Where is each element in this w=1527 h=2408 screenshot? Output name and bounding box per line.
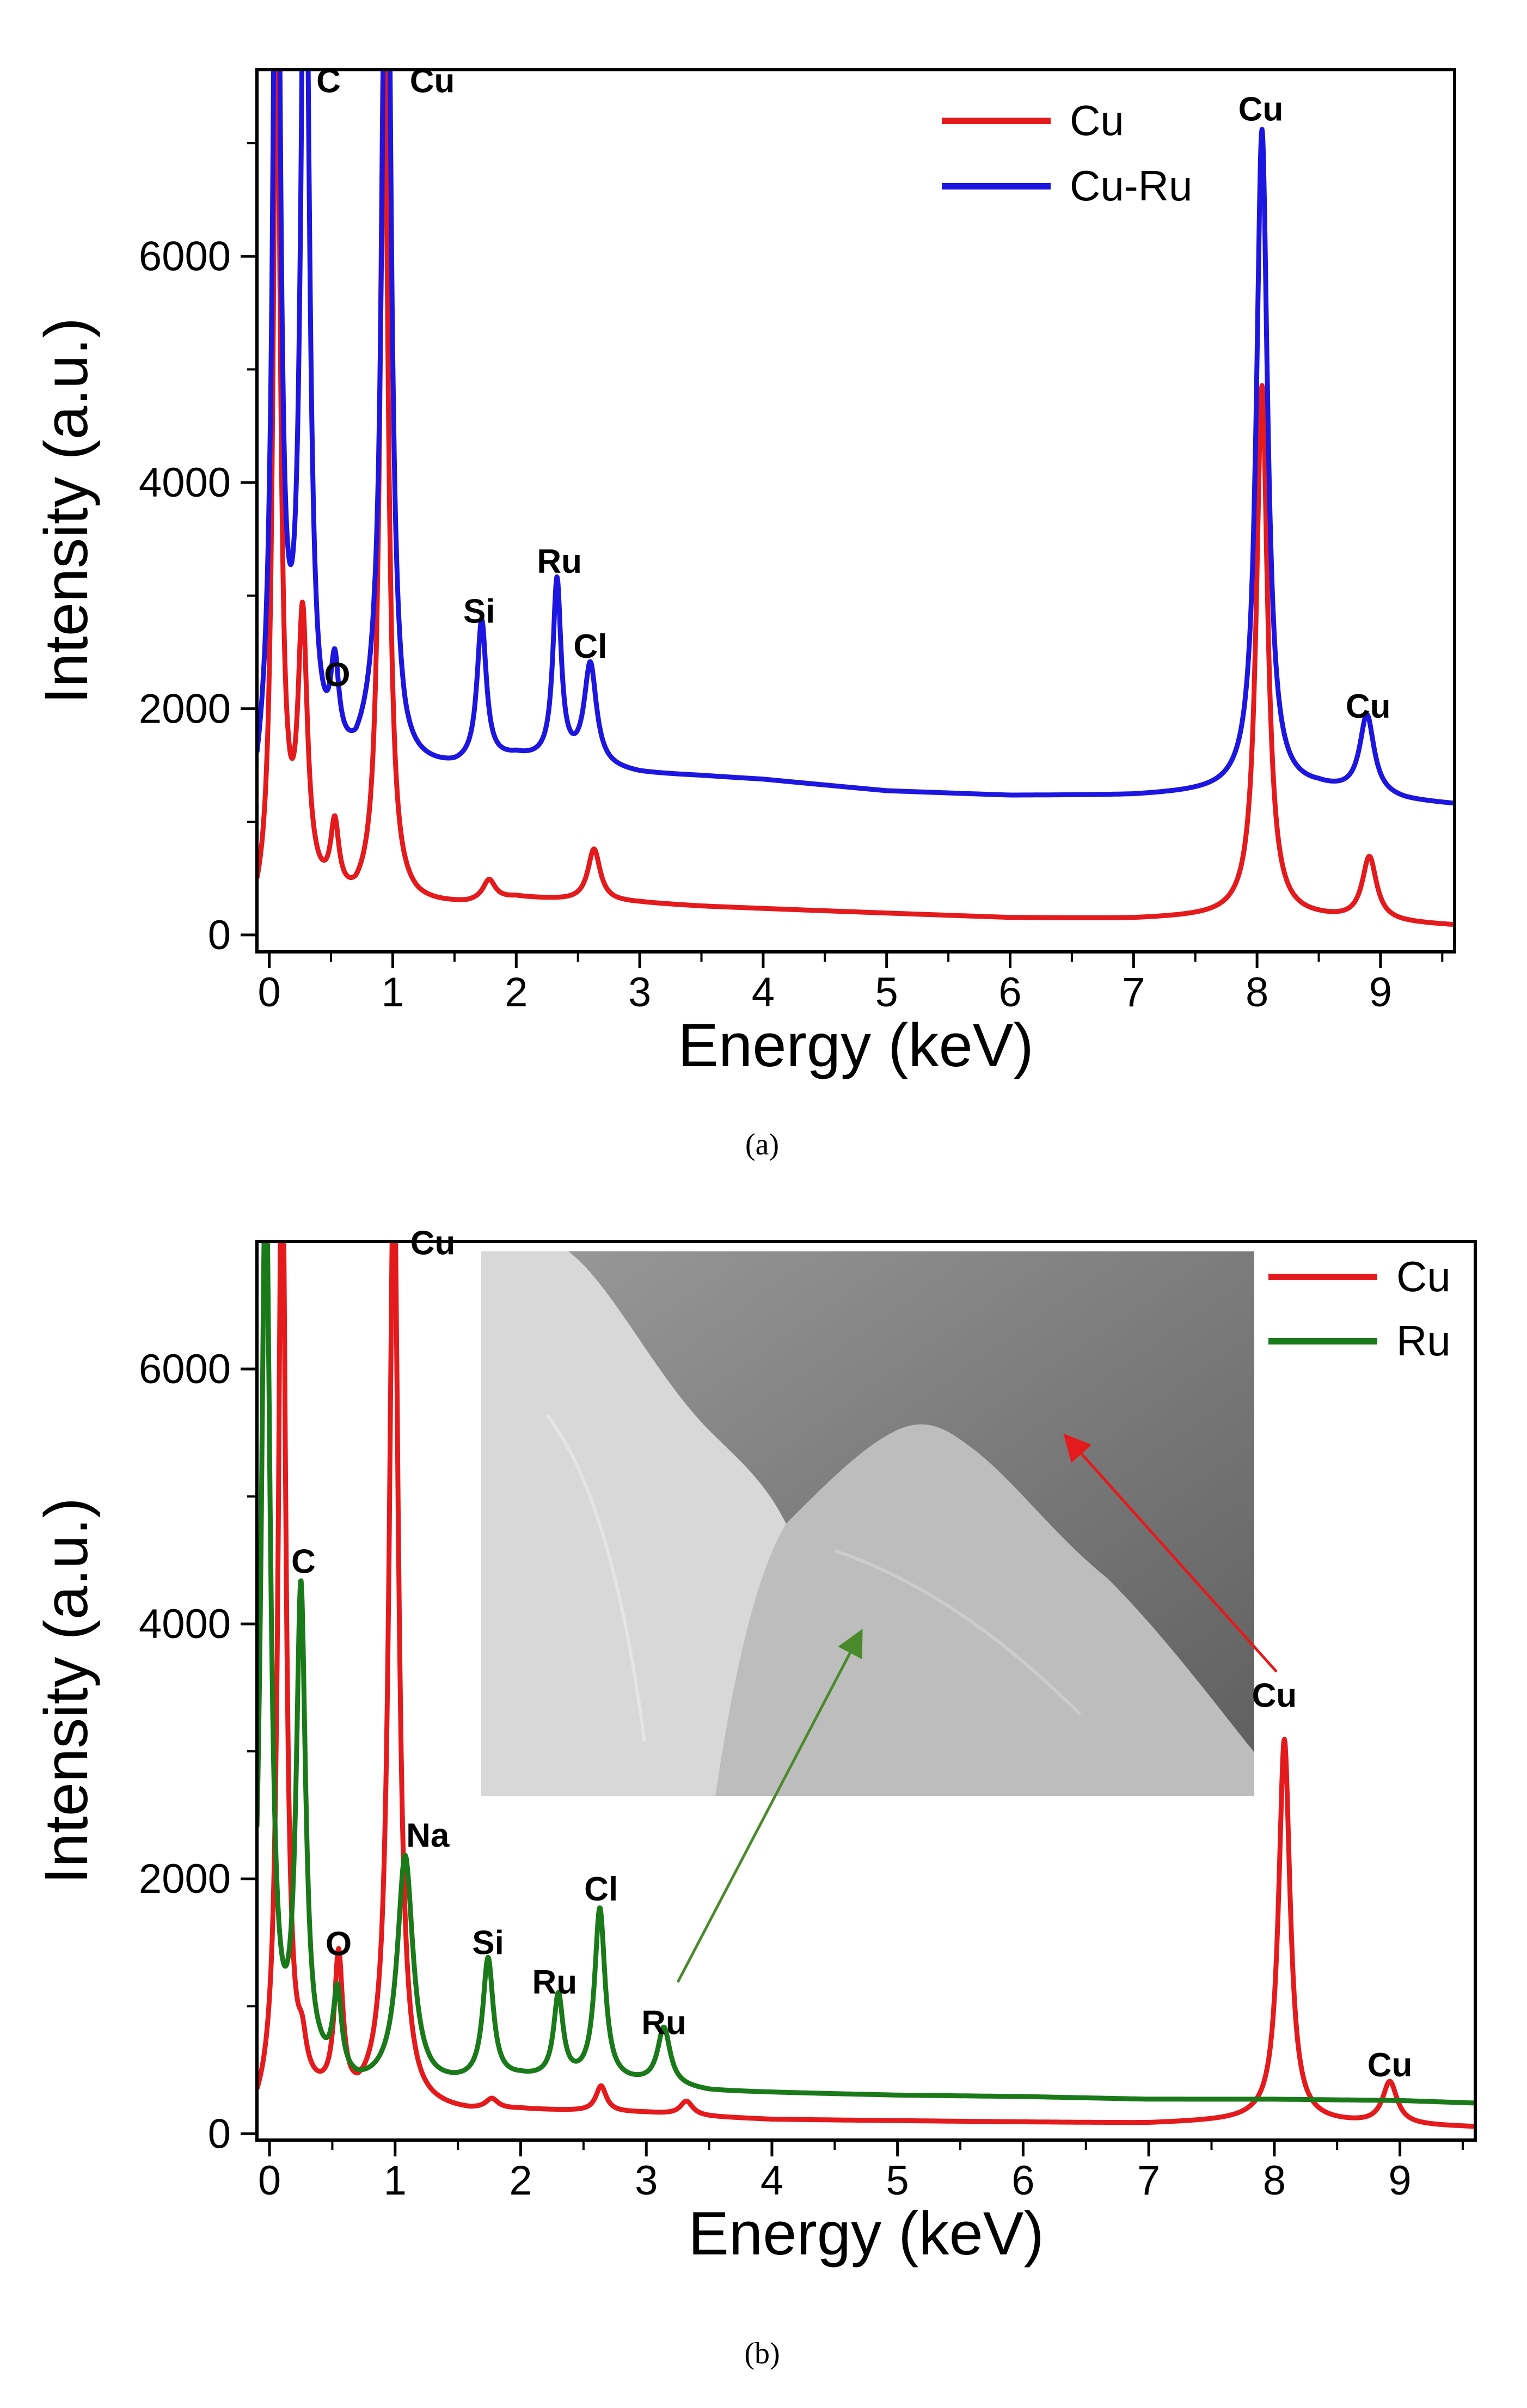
x-tick-label: 2 bbox=[505, 969, 528, 1016]
peak-label: Si bbox=[463, 593, 495, 631]
chart-b: 0 1 2 3 4 5 6 7 8 9 0 2000 4000 6000 Energy (keV) Inten… bbox=[32, 1224, 1477, 2268]
x-tick-label: 6 bbox=[1011, 2158, 1034, 2204]
legend-label: Cu bbox=[1396, 1252, 1451, 1300]
legend-label: Ru bbox=[1396, 1317, 1451, 1365]
peak-label: Cu bbox=[1252, 1677, 1297, 1714]
x-tick-label: 8 bbox=[1263, 2158, 1286, 2204]
x-tick-label: 9 bbox=[1369, 969, 1392, 1016]
y-tick-label: 0 bbox=[208, 912, 231, 958]
peak-label: O bbox=[324, 656, 350, 694]
inset-particle-left bbox=[481, 1251, 786, 1796]
y-tick-label: 4000 bbox=[139, 1601, 231, 1647]
y-axis-title: Intensity (a.u.) bbox=[32, 1498, 100, 1884]
peak-label: O bbox=[326, 1926, 352, 1963]
x-axis-title: Energy (keV) bbox=[678, 1011, 1034, 1079]
x-tick-label: 9 bbox=[1388, 2158, 1411, 2204]
plot-frame bbox=[255, 68, 1456, 954]
panel-caption: (a) bbox=[745, 1128, 779, 1162]
arrow-cu bbox=[1063, 1433, 1278, 1673]
panel-caption: (b) bbox=[744, 2337, 780, 2370]
peak-label: Cu bbox=[1367, 2046, 1413, 2084]
y-tick-label: 0 bbox=[208, 2111, 231, 2157]
peak-label: Ru bbox=[641, 2004, 686, 2042]
peak-label: Cu bbox=[410, 63, 455, 100]
inset-micrograph bbox=[481, 1251, 1254, 1796]
x-tick-label: 0 bbox=[258, 969, 281, 1016]
peak-label: Ru bbox=[537, 543, 582, 580]
peak-label: Cu bbox=[1346, 688, 1391, 725]
x-tick-label: 2 bbox=[509, 2158, 532, 2204]
y-tick-label: 6000 bbox=[139, 1346, 231, 1392]
inset-texture bbox=[545, 1414, 646, 1742]
peak-label: Cu bbox=[410, 1224, 456, 1262]
x-tick-label: 4 bbox=[761, 2158, 783, 2204]
legend-label: Cu bbox=[1070, 96, 1124, 144]
peak-label: Cl bbox=[573, 628, 607, 665]
inset-particle-right bbox=[715, 1424, 1254, 1796]
x-tick-label: 7 bbox=[1137, 2158, 1160, 2204]
legend-label: Cu-Ru bbox=[1070, 162, 1192, 210]
x-tick-label: 7 bbox=[1122, 969, 1145, 1016]
x-tick-label: 1 bbox=[381, 969, 404, 1016]
peak-label: C bbox=[291, 1543, 316, 1581]
x-tick-label: 5 bbox=[886, 2158, 909, 2204]
chart-a: 0 1 2 3 4 5 6 7 8 9 0 2000 4000 6000 Energy (keV) Inten… bbox=[32, 63, 1456, 1079]
peak-label: Cl bbox=[584, 1871, 618, 1908]
y-axis-title: Intensity (a.u.) bbox=[32, 317, 100, 704]
series-line-cu bbox=[257, 1242, 1475, 2129]
x-tick-label: 8 bbox=[1246, 969, 1268, 1016]
y-tick-label: 2000 bbox=[139, 686, 231, 732]
y-tick-label: 6000 bbox=[139, 234, 231, 280]
peak-label: Si bbox=[472, 1924, 504, 1961]
x-tick-label: 0 bbox=[258, 2158, 281, 2204]
series-line-cu bbox=[257, 70, 1455, 927]
x-tick-label: 4 bbox=[752, 969, 775, 1016]
peak-label: Ru bbox=[532, 1964, 577, 2001]
x-tick-label: 6 bbox=[998, 969, 1021, 1016]
arrow-ru bbox=[676, 1629, 863, 1983]
x-tick-label: 3 bbox=[628, 969, 651, 1016]
x-tick-label: 5 bbox=[875, 969, 898, 1016]
series-line-cu-ru bbox=[257, 70, 1455, 806]
peak-label: C bbox=[316, 63, 341, 100]
y-tick-label: 2000 bbox=[139, 1856, 231, 1902]
y-tick-label: 4000 bbox=[139, 460, 231, 506]
inset-texture bbox=[835, 1549, 1082, 1716]
series-line-ru bbox=[257, 1242, 1475, 2106]
plot-frame bbox=[255, 1240, 1477, 2142]
x-tick-label: 1 bbox=[384, 2158, 407, 2204]
peak-label: Na bbox=[406, 1817, 450, 1855]
x-tick-label: 3 bbox=[635, 2158, 658, 2204]
peak-label: Cu bbox=[1238, 90, 1284, 128]
x-axis-title: Energy (keV) bbox=[688, 2199, 1044, 2268]
